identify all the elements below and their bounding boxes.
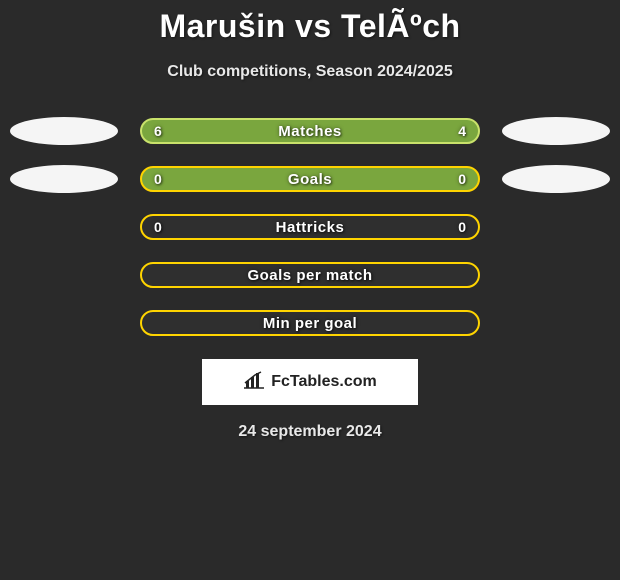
chart-icon [243,371,265,394]
logo-box: FcTables.com [202,359,418,405]
left-photo-placeholder [10,165,118,193]
stat-value-left: 0 [154,219,162,235]
right-photo-placeholder [502,117,610,145]
left-photo-placeholder [10,117,118,145]
page-subtitle: Club competitions, Season 2024/2025 [0,63,620,81]
stats-rows: 6 Matches 4 0 Goals 0 0 Hattricks 0 Goals per mat… [0,117,620,337]
spacer [10,213,118,241]
spacer [502,309,610,337]
stat-value-left: 0 [154,171,162,187]
spacer [10,261,118,289]
stat-value-right: 0 [458,171,466,187]
logo-text: FcTables.com [271,373,377,391]
stat-label: Goals per match [247,267,372,284]
stat-row: 6 Matches 4 [0,117,620,145]
stat-label: Goals [288,171,332,188]
spacer [10,309,118,337]
stat-label: Min per goal [263,315,357,332]
stat-value-right: 4 [458,123,466,139]
date-text: 24 september 2024 [0,423,620,441]
spacer [502,261,610,289]
stat-bar: 0 Hattricks 0 [140,214,480,240]
stat-bar: 0 Goals 0 [140,166,480,192]
stat-label: Hattricks [276,219,345,236]
stat-row: 0 Hattricks 0 [0,213,620,241]
stat-value-left: 6 [154,123,162,139]
stat-row: Min per goal [0,309,620,337]
stat-row: 0 Goals 0 [0,165,620,193]
stat-row: Goals per match [0,261,620,289]
stat-bar: Goals per match [140,262,480,288]
page-title: Marušin vs TelÃºch [0,0,620,45]
stat-label: Matches [278,123,342,140]
stat-value-right: 0 [458,219,466,235]
stat-bar: Min per goal [140,310,480,336]
spacer [502,213,610,241]
right-photo-placeholder [502,165,610,193]
stat-bar: 6 Matches 4 [140,118,480,144]
